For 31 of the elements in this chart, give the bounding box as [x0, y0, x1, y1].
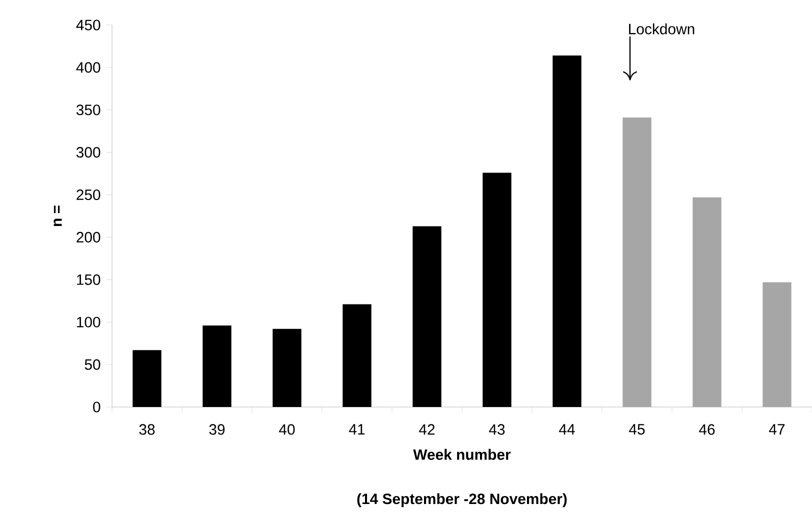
x-tick-label: 43: [489, 424, 505, 435]
x-tick-label: 45: [629, 424, 645, 435]
bar: [342, 304, 372, 407]
text: (14 September -28 November): [357, 493, 567, 508]
y-tick-label: 200: [76, 232, 100, 243]
x-tick-label: 46: [699, 424, 715, 435]
x-tick-label: 39: [209, 424, 225, 435]
annotation: Lockdown: [629, 23, 694, 34]
y-tick-label: 450: [76, 20, 100, 30]
y-axis-title: n =: [54, 206, 62, 226]
x-tick-label: 42: [419, 424, 435, 435]
bar: [132, 350, 162, 407]
y-tick-label: 150: [77, 274, 100, 285]
bar: [272, 328, 302, 407]
x-axis-title: Week number: [413, 448, 511, 460]
y-tick-label: 0: [93, 402, 100, 412]
x-tick-label: 41: [349, 424, 365, 434]
y-tick-label: 50: [84, 359, 100, 370]
x-tick-label: 40: [279, 424, 295, 435]
y-tick-label: 250: [76, 189, 100, 200]
bar: [552, 56, 582, 407]
y-tick-label: 100: [77, 316, 100, 328]
y-tick-label: 400: [76, 62, 100, 73]
bar: [412, 226, 442, 407]
bar: [482, 172, 512, 407]
y-tick-label: 350: [76, 104, 100, 116]
bar: [202, 326, 232, 407]
x-tick-label: 47: [769, 424, 785, 434]
x-tick-label: 38: [139, 424, 155, 435]
x-tick-label: 44: [559, 424, 575, 434]
y-tick-label: 300: [76, 147, 100, 158]
